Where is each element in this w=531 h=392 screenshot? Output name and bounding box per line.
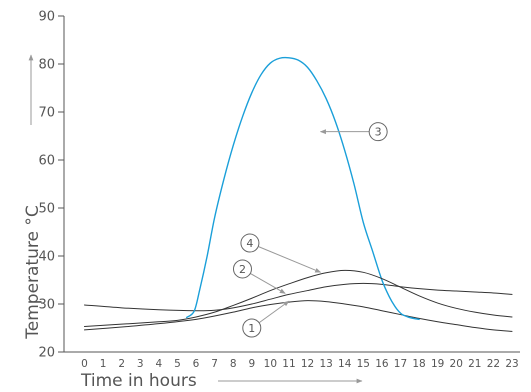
x-tick-label: 17 — [394, 358, 407, 370]
callout-leader-2 — [250, 272, 286, 294]
y-ticks: 20 30 40 50 60 70 80 90 — [38, 10, 64, 361]
x-tick-label: 16 — [375, 358, 389, 370]
x-tick-label: 20 — [450, 358, 463, 370]
x-tick-label: 13 — [319, 358, 332, 370]
x-tick-label: 0 — [81, 358, 88, 370]
x-tick-label: 12 — [301, 358, 314, 370]
callout-circle-1 — [242, 318, 262, 338]
x-tick-label: 1 — [100, 358, 107, 370]
y-tick-label: 80 — [38, 58, 55, 73]
x-tick-label: 5 — [174, 358, 181, 370]
callout-label-3: 3 — [375, 126, 382, 139]
x-tick-label: 21 — [468, 358, 481, 370]
callout-circle-3 — [368, 122, 388, 142]
series-line-1 — [84, 300, 513, 332]
x-tick-label: 22 — [487, 358, 500, 370]
y-tick-label: 30 — [38, 298, 55, 313]
callout-circle-4 — [240, 233, 260, 253]
series-line-2 — [84, 282, 513, 312]
series-line-4 — [84, 269, 513, 328]
x-tick-label: 4 — [156, 358, 163, 370]
x-tick-label: 14 — [338, 358, 352, 370]
x-tick-label: 9 — [248, 358, 255, 370]
x-tick-label: 7 — [211, 358, 218, 370]
x-tick-label: 19 — [431, 358, 444, 370]
callout-layer: 1 24 3 — [232, 122, 388, 338]
y-tick-label: 20 — [38, 346, 55, 361]
x-tick-label: 23 — [505, 358, 518, 370]
x-ticks: 0 1 2 3 4 5 6 7 8 9 10 11 12 13 14 15 16 17 18 19 20 21 22 23 — [81, 358, 519, 370]
y-tick-label: 60 — [38, 154, 55, 169]
callout-circle-2 — [232, 259, 252, 279]
axes — [63, 16, 520, 353]
x-axis-title: Time in hours — [80, 371, 197, 391]
callout-label-2: 2 — [239, 263, 246, 276]
x-tick-label: 2 — [118, 358, 125, 370]
callout-label-4: 4 — [246, 237, 253, 250]
callout-leader-1 — [258, 300, 290, 324]
series-line-3 — [186, 56, 420, 321]
y-tick-label: 50 — [38, 202, 55, 217]
callout-label-1: 1 — [248, 322, 255, 335]
y-tick-label: 90 — [38, 10, 55, 25]
x-tick-label: 15 — [357, 358, 370, 370]
y-tick-label: 70 — [38, 106, 55, 121]
x-tick-label: 8 — [230, 358, 237, 370]
y-axis-title: Temperature °C — [23, 205, 43, 339]
x-tick-label: 3 — [137, 358, 144, 370]
x-tick-label: 11 — [282, 358, 295, 370]
series-layer — [84, 56, 513, 332]
axis-titles: Temperature °C Time in hours — [23, 54, 363, 391]
y-tick-label: 40 — [38, 250, 55, 265]
x-tick-label: 10 — [264, 358, 277, 370]
x-tick-label: 6 — [193, 358, 200, 370]
x-tick-label: 18 — [412, 358, 425, 370]
callout-leader-4 — [258, 246, 322, 273]
